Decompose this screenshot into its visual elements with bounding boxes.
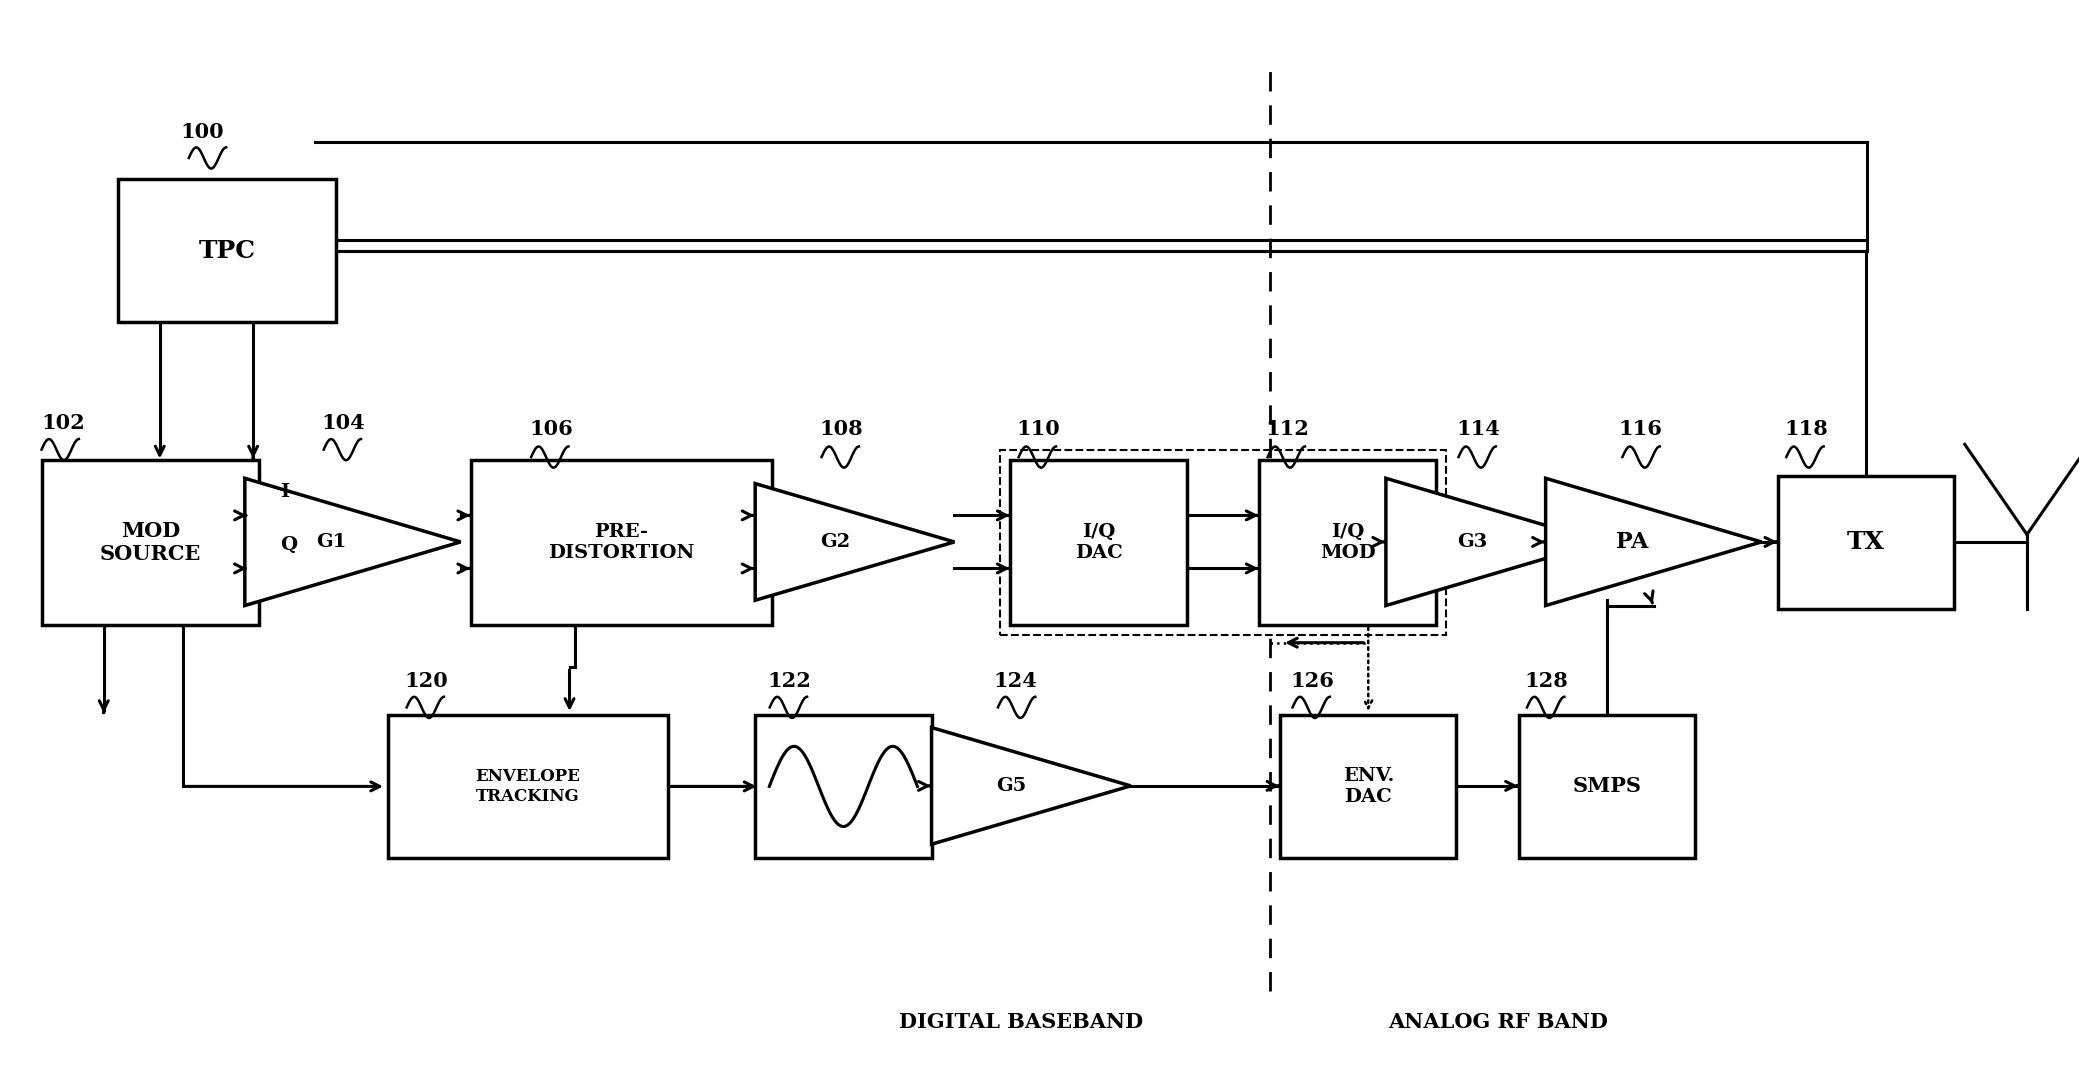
Text: 106: 106 [529, 419, 573, 439]
Text: 108: 108 [819, 419, 862, 439]
FancyBboxPatch shape [471, 461, 773, 624]
FancyBboxPatch shape [42, 461, 260, 624]
Text: G3: G3 [1458, 533, 1487, 551]
FancyBboxPatch shape [1519, 715, 1696, 858]
Polygon shape [756, 483, 954, 601]
Text: 118: 118 [1785, 419, 1829, 439]
Text: PA: PA [1616, 531, 1648, 553]
Text: 100: 100 [181, 122, 225, 142]
Text: TX: TX [1848, 530, 1885, 555]
Text: 116: 116 [1618, 419, 1662, 439]
FancyBboxPatch shape [119, 180, 335, 323]
Text: 112: 112 [1266, 419, 1310, 439]
Text: I/Q
DAC: I/Q DAC [1075, 523, 1123, 562]
Text: 122: 122 [769, 671, 812, 692]
Polygon shape [931, 728, 1131, 845]
Polygon shape [1385, 478, 1602, 605]
Polygon shape [246, 478, 460, 605]
Text: 120: 120 [404, 671, 448, 692]
Text: ENVELOPE
TRACKING: ENVELOPE TRACKING [475, 769, 581, 805]
Text: PRE-
DISTORTION: PRE- DISTORTION [548, 523, 694, 562]
FancyBboxPatch shape [387, 715, 669, 858]
Polygon shape [1546, 478, 1762, 605]
Text: MOD
SOURCE: MOD SOURCE [100, 521, 202, 564]
Text: ANALOG RF BAND: ANALOG RF BAND [1387, 1012, 1608, 1033]
Text: ENV.
DAC: ENV. DAC [1344, 768, 1394, 806]
Text: TPC: TPC [198, 238, 256, 263]
Text: 126: 126 [1291, 671, 1335, 692]
FancyBboxPatch shape [756, 715, 931, 858]
Text: 102: 102 [42, 413, 85, 433]
Text: G2: G2 [821, 533, 850, 551]
Text: 114: 114 [1456, 419, 1500, 439]
FancyBboxPatch shape [1010, 461, 1187, 624]
Text: 104: 104 [321, 413, 365, 433]
Text: G5: G5 [996, 777, 1027, 795]
FancyBboxPatch shape [1281, 715, 1456, 858]
Text: 124: 124 [994, 671, 1037, 692]
Text: I: I [279, 483, 290, 501]
FancyBboxPatch shape [1779, 476, 1954, 608]
Text: SMPS: SMPS [1573, 776, 1641, 796]
FancyBboxPatch shape [1260, 461, 1435, 624]
Text: 110: 110 [1017, 419, 1060, 439]
Text: I/Q
MOD: I/Q MOD [1321, 523, 1375, 562]
Text: G1: G1 [317, 533, 346, 551]
Text: Q: Q [279, 537, 298, 554]
Text: 128: 128 [1525, 671, 1568, 692]
Text: DIGITAL BASEBAND: DIGITAL BASEBAND [898, 1012, 1144, 1033]
